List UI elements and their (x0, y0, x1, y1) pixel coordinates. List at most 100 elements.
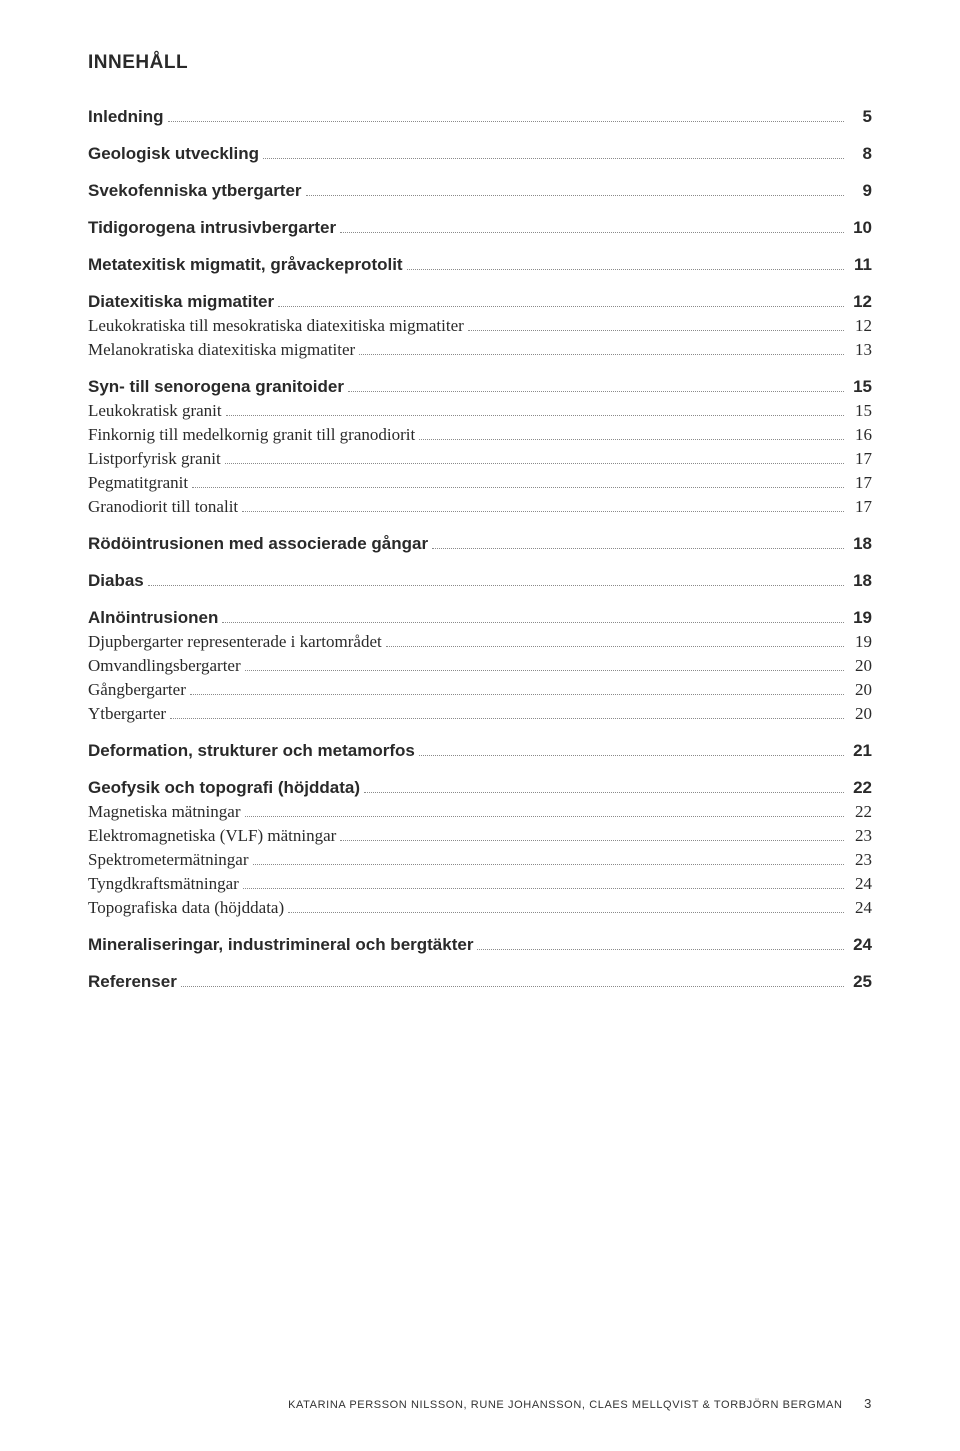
toc-row: Djupbergarter representerade i kartområd… (88, 633, 872, 650)
toc-page: 8 (850, 145, 872, 162)
toc-leader (226, 415, 844, 416)
toc-row: Alnöintrusionen 19 (88, 609, 872, 626)
toc-leader (148, 585, 844, 586)
toc-leader (190, 694, 844, 695)
page-title: INNEHÅLL (88, 52, 872, 74)
toc-row: Melanokratiska diatexitiska migmatiter 13 (88, 341, 872, 358)
toc-label: Rödöintrusionen med associerade gångar (88, 535, 428, 552)
toc-label: Tidigorogena intrusivbergarter (88, 219, 336, 236)
toc-page: 17 (850, 498, 872, 515)
toc-label: Leukokratiska till mesokratiska diatexit… (88, 317, 464, 334)
toc-row: Elektromagnetiska (VLF) mätningar 23 (88, 827, 872, 844)
toc-row: Inledning5 (88, 108, 872, 125)
toc-row: Omvandlingsbergarter20 (88, 657, 872, 674)
toc-row: Spektrometermätningar 23 (88, 851, 872, 868)
toc-leader (278, 306, 844, 307)
toc-group: Diatexitiska migmatiter 12 Leukokratiska t… (88, 293, 872, 358)
toc-row: Rödöintrusionen med associerade gångar 18 (88, 535, 872, 552)
toc-row: Finkornig till medelkornig granit till g… (88, 426, 872, 443)
toc-page: 12 (850, 293, 872, 310)
toc-label: Syn- till senorogena granitoider (88, 378, 344, 395)
toc-group: Svekofenniska ytbergarter 9 (88, 182, 872, 199)
toc-label: Spektrometermätningar (88, 851, 249, 868)
toc-row: Deformation, strukturer och metamorfos21 (88, 742, 872, 759)
toc-row: Syn- till senorogena granitoider 15 (88, 378, 872, 395)
toc-page: 16 (850, 426, 872, 443)
toc-leader (340, 840, 844, 841)
toc-leader (359, 354, 844, 355)
toc-row: Mineraliseringar, industrimineral och be… (88, 936, 872, 953)
toc-page: 22 (850, 803, 872, 820)
toc-label: Diatexitiska migmatiter (88, 293, 274, 310)
toc-label: Melanokratiska diatexitiska migmatiter (88, 341, 355, 358)
toc-group: Geofysik och topografi (höjddata)22 Magne… (88, 779, 872, 916)
toc-row: Svekofenniska ytbergarter 9 (88, 182, 872, 199)
toc-page: 17 (850, 474, 872, 491)
toc-page: 20 (850, 705, 872, 722)
toc-leader (225, 463, 844, 464)
table-of-contents: Inledning5 Geologisk utveckling8 Svekofenn… (88, 108, 872, 990)
toc-group: Deformation, strukturer och metamorfos21 (88, 742, 872, 759)
toc-leader (288, 912, 844, 913)
toc-leader (340, 232, 844, 233)
toc-page: 19 (850, 633, 872, 650)
toc-page: 24 (850, 936, 872, 953)
toc-label: Elektromagnetiska (VLF) mätningar (88, 827, 336, 844)
toc-leader (243, 888, 844, 889)
toc-page: 10 (850, 219, 872, 236)
toc-label: Pegmatitgranit (88, 474, 188, 491)
toc-group: Referenser25 (88, 973, 872, 990)
toc-page: 17 (850, 450, 872, 467)
toc-label: Alnöintrusionen (88, 609, 218, 626)
toc-page: 13 (850, 341, 872, 358)
toc-label: Inledning (88, 108, 164, 125)
toc-page: 11 (850, 256, 872, 273)
toc-row: Metatexitisk migmatit, gråvackeprotolit1… (88, 256, 872, 273)
toc-leader (192, 487, 844, 488)
toc-leader (306, 195, 844, 196)
toc-label: Finkornig till medelkornig granit till g… (88, 426, 415, 443)
toc-row: Geofysik och topografi (höjddata)22 (88, 779, 872, 796)
toc-page: 9 (850, 182, 872, 199)
toc-leader (253, 864, 844, 865)
toc-row: Gångbergarter20 (88, 681, 872, 698)
toc-label: Svekofenniska ytbergarter (88, 182, 302, 199)
toc-row: Magnetiska mätningar 22 (88, 803, 872, 820)
toc-page: 18 (850, 572, 872, 589)
toc-group: Tidigorogena intrusivbergarter 10 (88, 219, 872, 236)
toc-row: Diabas18 (88, 572, 872, 589)
toc-label: Ytbergarter (88, 705, 166, 722)
toc-page: 12 (850, 317, 872, 334)
toc-page: 19 (850, 609, 872, 626)
toc-page: 18 (850, 535, 872, 552)
toc-label: Granodiorit till tonalit (88, 498, 238, 515)
toc-leader (170, 718, 844, 719)
toc-label: Magnetiska mätningar (88, 803, 241, 820)
toc-label: Tyngdkraftsmätningar (88, 875, 239, 892)
toc-page: 21 (850, 742, 872, 759)
toc-leader (407, 269, 844, 270)
toc-label: Gångbergarter (88, 681, 186, 698)
toc-leader (245, 670, 844, 671)
toc-page: 23 (850, 827, 872, 844)
toc-label: Listporfyrisk granit (88, 450, 221, 467)
toc-row: Geologisk utveckling8 (88, 145, 872, 162)
toc-page: 15 (850, 378, 872, 395)
toc-leader (386, 646, 844, 647)
toc-row: Listporfyrisk granit 17 (88, 450, 872, 467)
toc-row: Diatexitiska migmatiter 12 (88, 293, 872, 310)
toc-leader (419, 755, 844, 756)
toc-label: Referenser (88, 973, 177, 990)
toc-group: Rödöintrusionen med associerade gångar 18 (88, 535, 872, 552)
toc-group: Mineraliseringar, industrimineral och be… (88, 936, 872, 953)
toc-label: Djupbergarter representerade i kartområd… (88, 633, 382, 650)
toc-page: 22 (850, 779, 872, 796)
toc-page: 23 (850, 851, 872, 868)
toc-group: Diabas18 (88, 572, 872, 589)
footer-page-number: 3 (864, 1396, 872, 1411)
toc-leader (348, 391, 844, 392)
toc-label: Leukokratisk granit (88, 402, 222, 419)
toc-row: Tidigorogena intrusivbergarter 10 (88, 219, 872, 236)
page-footer: KATARINA PERSSON NILSSON, RUNE JOHANSSON… (288, 1396, 872, 1411)
toc-group: Syn- till senorogena granitoider 15 Leukok… (88, 378, 872, 515)
